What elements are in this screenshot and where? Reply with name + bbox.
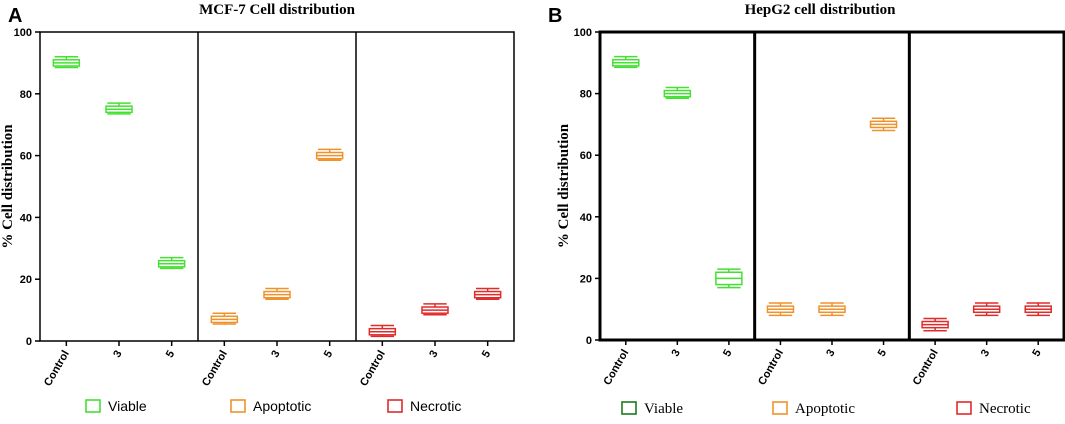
box-viable-5	[715, 268, 743, 289]
y-axis-label: % Cell distribution	[0, 124, 16, 249]
y-tick-label: 80	[580, 89, 592, 101]
box-necrotic-3	[972, 302, 1001, 317]
legend-swatch-apoptotic	[772, 401, 788, 415]
x-tick-label: 3	[824, 348, 837, 359]
panel-a: A MCF-7 Cell distribution % Cell distribut…	[0, 2, 515, 414]
box-necrotic-control	[921, 317, 949, 332]
box-apoptotic-control	[766, 302, 795, 317]
legend-label-viable: Viable	[108, 398, 147, 414]
legend-label-viable: Viable	[644, 401, 683, 417]
panel-letter: A	[8, 5, 22, 27]
y-axis-label: % Cell distribution	[556, 123, 572, 248]
chart-title: HepG2 cell distribution	[745, 2, 897, 18]
x-tick-label: Control	[756, 348, 786, 388]
box-necrotic-5	[473, 287, 502, 301]
x-tick-label: 5	[164, 349, 177, 360]
x-tick-label: 3	[669, 348, 682, 359]
legend-swatch-viable	[621, 401, 637, 415]
y-tick-label: 0	[586, 335, 592, 347]
y-tick-label: 20	[580, 273, 592, 285]
legend-label-necrotic: Necrotic	[979, 401, 1031, 417]
legend-label-apoptotic: Apoptotic	[795, 401, 855, 417]
y-tick-label: 40	[580, 212, 592, 224]
box-viable-5	[157, 256, 186, 270]
x-tick-label: Control	[42, 349, 72, 389]
box-apoptotic-5	[869, 117, 898, 132]
plot-frame	[598, 30, 1065, 342]
box-viable-control	[52, 55, 81, 69]
legend-swatch-necrotic	[387, 399, 403, 413]
box-apoptotic-control	[210, 312, 239, 325]
x-tick-label: 5	[876, 348, 889, 359]
legend-label-apoptotic: Apoptotic	[253, 398, 311, 414]
x-tick-label: 3	[111, 349, 124, 360]
x-tick-label: 5	[480, 349, 493, 360]
x-tick-label: Control	[601, 348, 631, 388]
x-tick-label: Control	[358, 349, 388, 389]
box-necrotic-3	[421, 303, 449, 316]
legend-swatch-necrotic	[956, 401, 972, 415]
x-tick-label: Control	[200, 349, 230, 389]
x-tick-label: 5	[322, 349, 335, 360]
box-viable-control	[612, 55, 640, 69]
box-necrotic-5	[1024, 302, 1052, 317]
y-tick-label: 60	[580, 150, 592, 162]
panel-b: B HepG2 cell distribution % Cell distribut…	[548, 2, 1065, 417]
y-tick-label: 60	[20, 151, 32, 163]
box-apoptotic-3	[263, 287, 291, 301]
x-tick-label: 5	[1030, 348, 1043, 359]
box-apoptotic-3	[818, 302, 846, 317]
panel-letter: B	[548, 5, 562, 27]
chart-title: MCF-7 Cell distribution	[199, 2, 355, 18]
x-tick-label: 3	[269, 349, 282, 360]
x-tick-label: Control	[911, 348, 941, 388]
y-tick-label: 80	[20, 89, 32, 101]
legend-swatch-viable	[85, 399, 101, 413]
y-tick-label: 100	[574, 27, 592, 39]
y-tick-label: 40	[20, 212, 32, 224]
x-tick-label: 3	[427, 349, 440, 360]
box-apoptotic-5	[315, 148, 344, 161]
legend-swatch-apoptotic	[230, 399, 246, 413]
y-tick-label: 20	[20, 274, 32, 286]
box-viable-3	[663, 86, 692, 99]
y-tick-label: 0	[26, 336, 32, 348]
legend-label-necrotic: Necrotic	[410, 398, 461, 414]
x-tick-label: 5	[721, 348, 734, 359]
box-viable-3	[105, 102, 133, 115]
box-necrotic-control	[368, 324, 397, 338]
x-tick-label: 3	[979, 348, 992, 359]
y-tick-label: 100	[14, 27, 32, 39]
